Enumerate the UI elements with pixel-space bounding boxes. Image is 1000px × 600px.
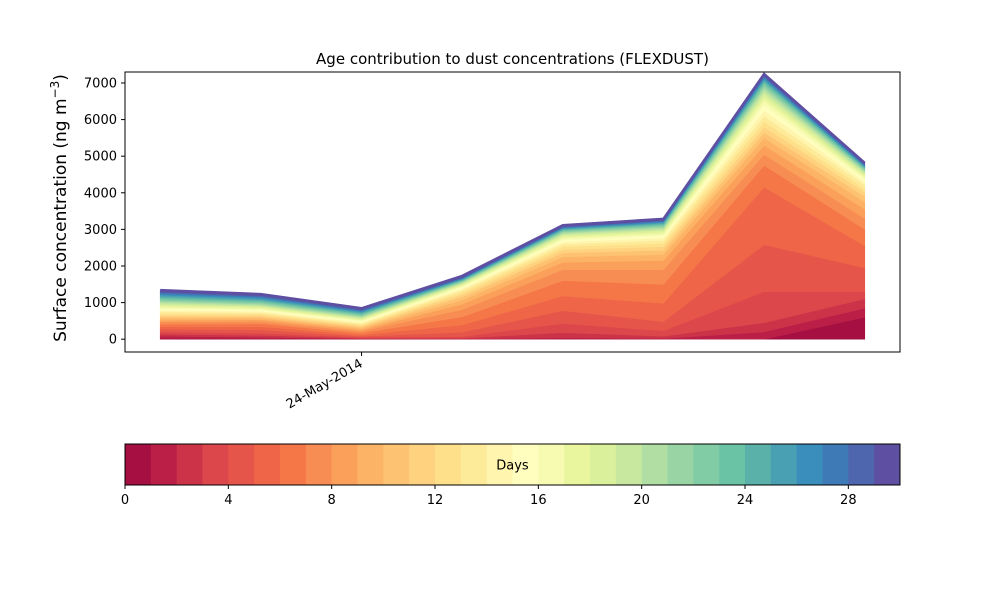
colorbar-segment xyxy=(435,444,462,485)
colorbar-segment xyxy=(538,444,565,485)
colorbar-segment xyxy=(176,444,203,485)
y-tick-label: 0 xyxy=(109,333,117,348)
colorbar-segment xyxy=(796,444,823,485)
y-tick-label: 3000 xyxy=(84,223,117,238)
colorbar-segment xyxy=(770,444,798,485)
y-tick-label: 4000 xyxy=(84,186,117,201)
colorbar-segment xyxy=(874,444,901,485)
colorbar: Days 0 4 8 12 16 20 24 28 xyxy=(121,443,901,508)
colorbar-segment xyxy=(409,444,436,485)
colorbar-segment xyxy=(641,444,668,485)
colorbar-segment xyxy=(357,444,384,485)
colorbar-segment xyxy=(460,444,488,485)
x-axis: 24-May-2014 xyxy=(284,352,366,412)
y-axis: 0 1000 2000 3000 4000 5000 6000 7000 xyxy=(84,76,125,348)
x-tick-label: 24-May-2014 xyxy=(284,356,366,412)
colorbar-segment xyxy=(667,444,694,485)
y-axis-label-superscript: −3 xyxy=(48,81,62,99)
colorbar-segment xyxy=(254,444,281,485)
colorbar-segment xyxy=(331,444,358,485)
colorbar-tick-label: 0 xyxy=(121,493,129,508)
plot-frame xyxy=(124,71,901,353)
colorbar-segment xyxy=(693,444,720,485)
colorbar-tick-label: 16 xyxy=(530,493,547,508)
colorbar-segment xyxy=(590,444,617,485)
colorbar-segment xyxy=(486,444,513,485)
colorbar-segment xyxy=(383,444,410,485)
y-axis-label: Surface concentration (ng m−3) xyxy=(48,74,71,342)
stacked-area-layers xyxy=(159,72,866,340)
colorbar-segment xyxy=(719,444,746,485)
colorbar-segment xyxy=(745,444,772,485)
colorbar-segment xyxy=(125,444,152,485)
y-tick-label: 6000 xyxy=(84,113,117,128)
colorbar-segment xyxy=(150,444,178,485)
colorbar-frame xyxy=(124,443,901,486)
colorbar-segment xyxy=(848,444,875,485)
colorbar-segment xyxy=(615,444,643,485)
colorbar-segment xyxy=(228,444,255,485)
colorbar-tick-label: 28 xyxy=(840,493,857,508)
chart-title: Age contribution to dust concentrations … xyxy=(316,50,709,68)
colorbar-tick-label: 4 xyxy=(224,493,232,508)
y-axis-label-main: Surface concentration (ng m xyxy=(51,98,71,341)
colorbar-segment xyxy=(564,444,591,485)
colorbar-segment xyxy=(280,444,307,485)
colorbar-tick-label: 8 xyxy=(328,493,336,508)
y-tick-label: 2000 xyxy=(84,259,117,274)
y-tick-label: 7000 xyxy=(84,76,117,91)
colorbar-label: Days xyxy=(496,459,529,474)
colorbar-segment xyxy=(822,444,849,485)
y-tick-label: 5000 xyxy=(84,150,117,165)
area-top-outline xyxy=(160,72,866,310)
colorbar-segment xyxy=(512,444,539,485)
y-tick-label: 1000 xyxy=(84,296,117,311)
colorbar-segment xyxy=(202,444,229,485)
y-axis-label-suffix: ) xyxy=(51,74,71,81)
colorbar-tick-label: 20 xyxy=(633,493,650,508)
colorbar-tick-label: 24 xyxy=(737,493,754,508)
colorbar-tick-label: 12 xyxy=(427,493,444,508)
colorbar-segment xyxy=(305,444,333,485)
